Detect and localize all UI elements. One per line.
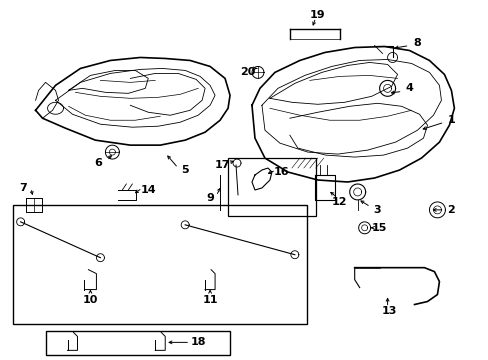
Text: 3: 3 [373,205,381,215]
Text: 10: 10 [82,294,98,305]
Text: 8: 8 [413,37,421,48]
Text: 14: 14 [140,185,156,195]
Text: 2: 2 [447,205,454,215]
Text: 20: 20 [240,67,255,77]
Text: 5: 5 [181,165,188,175]
Text: 15: 15 [371,223,386,233]
Bar [45,332,229,355]
Text: 6: 6 [94,158,102,168]
Text: 16: 16 [273,167,289,177]
Text: 19: 19 [309,10,325,20]
Text: 18: 18 [190,337,205,347]
Text: 1: 1 [447,115,454,125]
Bar [227,158,315,216]
Text: 12: 12 [331,197,347,207]
Text: 11: 11 [202,294,217,305]
Text: 13: 13 [381,306,396,316]
Text: 9: 9 [206,193,214,203]
Text: 17: 17 [214,160,229,170]
Text: 7: 7 [19,183,26,193]
Bar [13,205,306,324]
Text: 4: 4 [405,84,413,93]
